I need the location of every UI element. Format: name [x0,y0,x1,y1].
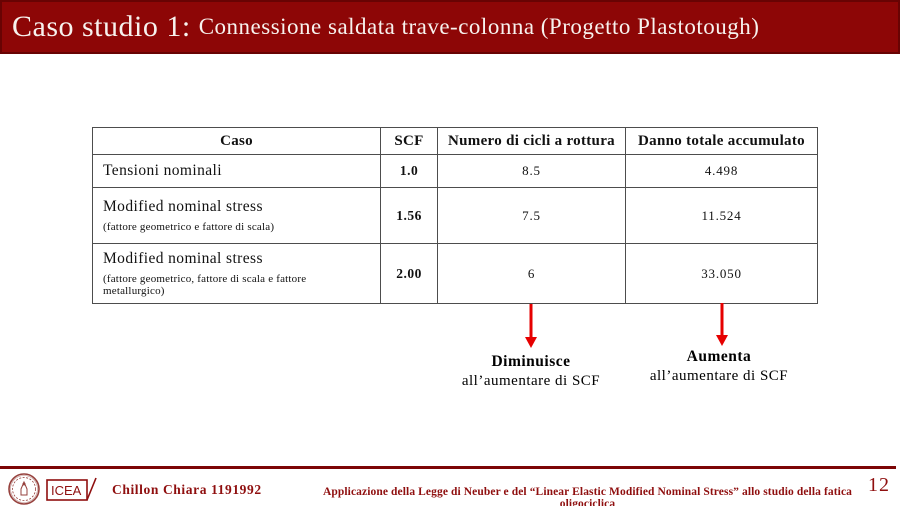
column-header-danno: Danno totale accumulato [625,127,818,155]
annotation-subtitle: all’aumentare di SCF [461,373,601,389]
page-number: 12 [868,474,890,496]
case-note: (fattore geometrico e fattore di scala) [103,221,275,233]
down-arrow-icon [525,304,537,348]
icea-logo-label: ICEA [51,483,82,498]
scf-value: 2.00 [380,243,438,304]
cycles-value: 6 [437,243,626,304]
case-label: Modified nominal stress [103,250,263,267]
footer-author: Chillon Chiara 1191992 [112,482,262,497]
case-note: (fattore geometrico, fattore di scala e … [103,273,307,297]
annotation-subtitle: all’aumentare di SCF [649,368,789,384]
cycles-value: 8.5 [437,154,626,188]
university-seal-icon [8,473,40,505]
results-table: Caso SCF Numero di cicli a rottura Danno… [92,127,818,304]
column-header-scf: SCF [380,127,438,155]
footer-divider [0,466,896,469]
down-arrow-icon [716,303,728,346]
table-row: Modified nominal stress (fattore geometr… [92,187,818,244]
slide-title-prefix: Caso studio 1: [12,10,199,43]
damage-value: 11.524 [625,187,818,244]
table-row: Tensioni nominali 1.0 8.5 4.498 [92,154,818,188]
annotation-cycles: Diminuisce all’aumentare di SCF [436,353,626,390]
case-label: Tensioni nominali [103,162,222,179]
slide-title-bar: Caso studio 1: Connessione saldata trave… [0,0,900,54]
table-header-row: Caso SCF Numero di cicli a rottura Danno… [92,127,818,155]
footer-presentation-title: Applicazione della Legge di Neuber e del… [322,486,853,506]
annotation-damage: Aumenta all’aumentare di SCF [624,348,814,385]
cycles-value: 7.5 [437,187,626,244]
annotation-title: Aumenta [686,348,752,365]
scf-value: 1.56 [380,187,438,244]
slide-title-text: Connessione saldata trave-colonna (Proge… [198,14,760,39]
column-header-cicli: Numero di cicli a rottura [437,127,626,155]
column-header-caso: Caso [92,127,381,155]
damage-value: 4.498 [625,154,818,188]
case-label: Modified nominal stress [103,198,263,215]
damage-value: 33.050 [625,243,818,304]
annotation-title: Diminuisce [491,353,571,370]
icea-logo: ICEA [46,477,97,501]
table-row: Modified nominal stress (fattore geometr… [92,243,818,304]
scf-value: 1.0 [380,154,438,188]
